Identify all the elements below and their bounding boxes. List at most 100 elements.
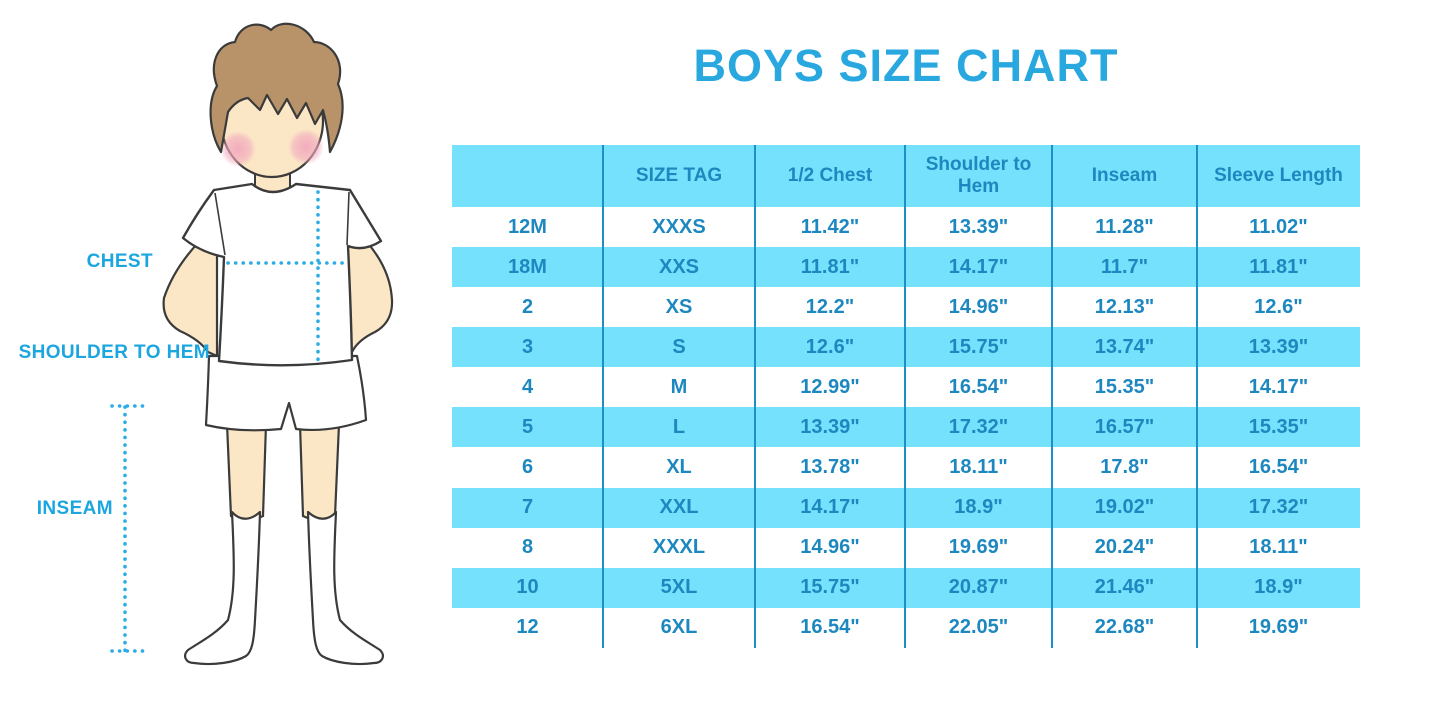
column-divider: [1195, 145, 1198, 648]
column-divider: [903, 145, 906, 648]
table-cell: 13.39": [800, 415, 860, 438]
table-cell: XXL: [659, 496, 699, 519]
column-divider: [1050, 145, 1053, 648]
table-cell: 12.6": [805, 335, 855, 358]
table-row: 10 5XL 15.75" 20.87" 21.46" 18.9": [452, 567, 1360, 608]
size-cell: 4: [521, 375, 534, 398]
table-cell: 17.32": [948, 415, 1009, 438]
table-cell: XXXL: [652, 536, 706, 559]
table-cell: 14.17": [800, 496, 860, 519]
legs: [225, 422, 341, 522]
table-cell: 17.8": [1100, 456, 1149, 478]
table-cell: 15.75": [800, 576, 860, 599]
table-cell: 19.69": [948, 536, 1009, 559]
table-cell: 11.42": [800, 215, 860, 238]
table-cell: 20.87": [948, 576, 1009, 599]
measurement-guides: [110, 190, 347, 653]
table-cell: 20.24": [1094, 536, 1155, 559]
table-cell: 6XL: [660, 616, 698, 639]
table-cell: 18.9": [1254, 576, 1303, 599]
table-cell: L: [672, 415, 686, 438]
boy-measurement-figure: CHEST SHOULDER TO HEM INSEAM: [0, 0, 450, 723]
column-divider: [753, 145, 756, 648]
boy-illustration: [110, 22, 394, 666]
table-cell: 19.69": [1248, 616, 1309, 639]
table-cell: 22.05": [948, 616, 1009, 639]
size-cell: 3: [521, 335, 534, 358]
table-cell: 15.75": [948, 335, 1009, 358]
header-cell: [452, 145, 603, 207]
table-cell: 17.32": [1248, 496, 1309, 519]
header-cell: Inseam: [1091, 165, 1158, 187]
table-row: 5 L 13.39" 17.32" 16.57" 15.35": [452, 407, 1360, 448]
arms: [162, 228, 394, 358]
size-table: SIZE TAG 1/2 Chest Shoulder to Hem Inseam Sl…: [452, 145, 1360, 648]
table-cell: 19.02": [1094, 496, 1155, 519]
hair: [209, 22, 344, 154]
table-cell: 14.17": [1248, 375, 1309, 398]
table-cell: XXS: [658, 255, 700, 278]
table-cell: 11.81": [800, 255, 860, 278]
inseam-label: INSEAM: [36, 498, 113, 519]
table-cell: 13.39": [948, 215, 1009, 238]
blush-left: [220, 131, 256, 167]
table-cell: 15.35": [1248, 415, 1309, 438]
size-cell: 10: [516, 576, 539, 599]
socks: [184, 510, 384, 666]
table-cell: 5XL: [660, 576, 698, 599]
size-cell: 8: [521, 536, 534, 559]
table-cell: 18.11": [949, 456, 1008, 478]
size-cell: 18M: [508, 255, 547, 278]
blush-right: [288, 129, 324, 165]
table-cell: 16.57": [1094, 415, 1155, 438]
table-cell: 13.39": [1248, 335, 1309, 358]
size-cell: 12M: [508, 215, 547, 238]
size-cell: 2: [521, 295, 534, 318]
table-cell: 13.74": [1094, 335, 1155, 358]
table-cell: XS: [665, 295, 693, 318]
table-cell: 13.78": [800, 456, 860, 478]
header-cell: Shoulder to Hem: [925, 154, 1032, 197]
column-divider: [601, 145, 604, 648]
size-cell: 7: [521, 496, 534, 519]
table-cell: 16.54": [948, 375, 1009, 398]
table-cell: 11.02": [1249, 215, 1308, 238]
shorts: [204, 354, 368, 432]
size-cell: 5: [521, 415, 534, 438]
header-cell: 1/2 Chest: [787, 165, 873, 187]
table-cell: 12.99": [800, 375, 860, 398]
size-cell: 6: [521, 456, 534, 478]
page-title: BOYS SIZE CHART: [693, 40, 1119, 91]
table-cell: 11.28": [1095, 215, 1154, 238]
table-cell: 14.17": [948, 255, 1009, 278]
table-row: 8 XXXL 14.96" 19.69" 20.24" 18.11": [452, 527, 1360, 568]
table-cell: XL: [666, 456, 692, 478]
table-cell: 16.54": [800, 616, 860, 639]
table-row: 12 6XL 16.54" 22.05" 22.68" 19.69": [452, 607, 1360, 648]
table-cell: 14.96": [948, 295, 1009, 318]
table-cell: 18.11": [1249, 536, 1308, 559]
table-cell: 11.81": [1249, 255, 1308, 278]
table-row: SIZE TAG 1/2 Chest Shoulder to Hem Inseam Sl…: [452, 145, 1360, 207]
shoulder-to-hem-label: SHOULDER TO HEM: [18, 342, 210, 363]
table-row: 2 XS 12.2" 14.96" 12.13" 12.6": [452, 287, 1360, 328]
table-cell: S: [672, 335, 686, 358]
table-cell: XXXS: [652, 215, 706, 238]
table-cell: 11.7": [1100, 255, 1149, 278]
table-cell: 16.54": [1248, 456, 1309, 478]
table-cell: 12.13": [1094, 295, 1155, 318]
chest-label: CHEST: [86, 251, 153, 272]
table-cell: 15.35": [1094, 375, 1155, 398]
table-cell: M: [670, 375, 688, 398]
table-cell: 12.6": [1254, 295, 1303, 318]
table-cell: 21.46": [1094, 576, 1155, 599]
header-cell: SIZE TAG: [635, 165, 723, 187]
t-shirt: [181, 182, 383, 367]
table-cell: 12.2": [805, 295, 855, 318]
table-cell: 22.68": [1094, 616, 1155, 639]
table-row: 6 XL 13.78" 18.11" 17.8" 16.54": [452, 447, 1360, 488]
table-cell: 14.96": [800, 536, 860, 559]
table-row: 3 S 12.6" 15.75" 13.74" 13.39": [452, 327, 1360, 368]
table-row: 18M XXS 11.81" 14.17" 11.7" 11.81": [452, 247, 1360, 288]
header-cell: Sleeve Length: [1214, 165, 1343, 187]
